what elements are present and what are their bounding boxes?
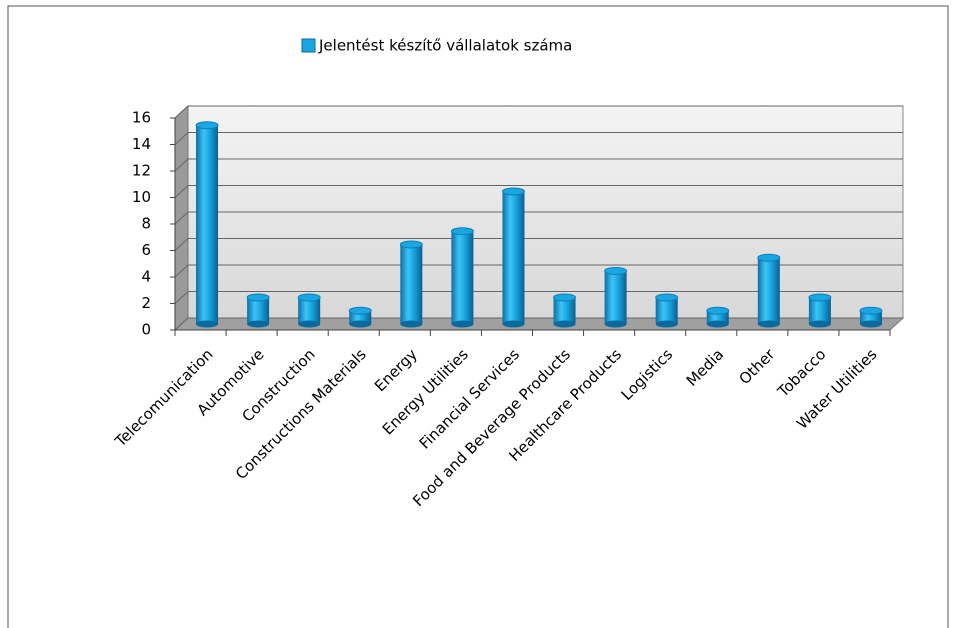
grid-line: [174, 132, 903, 145]
bar-body: [808, 297, 831, 324]
bar-body: [553, 297, 576, 324]
y-tick-label: 10: [132, 188, 151, 206]
bar: [808, 293, 832, 328]
bar-top: [604, 267, 628, 275]
grid-line: [174, 158, 903, 172]
grid-line: [174, 238, 903, 251]
bar-body: [502, 191, 525, 324]
y-tick-label: 0: [141, 321, 151, 339]
bar-body: [757, 257, 780, 324]
bar: [195, 121, 219, 328]
y-tick-label: 6: [141, 241, 151, 259]
legend-label: Jelentést készítő vállalatok száma: [318, 37, 572, 55]
y-tick-label: 12: [132, 162, 151, 180]
bar: [604, 267, 628, 328]
bar-base: [604, 320, 627, 328]
bar-top: [246, 293, 270, 302]
bar-top: [808, 293, 832, 302]
bar-body: [400, 244, 423, 324]
y-tick-label: 2: [141, 294, 151, 312]
x-tick-label: Logistics: [618, 345, 677, 404]
x-tick-label: Energy: [371, 345, 421, 395]
bar-top: [297, 293, 321, 302]
bar-base: [349, 320, 372, 328]
grid-line: [174, 291, 903, 304]
legend-swatch: [301, 38, 316, 53]
grid-line: [174, 185, 903, 198]
bar-top: [706, 306, 730, 315]
bar: [348, 306, 372, 328]
bar: [706, 306, 730, 328]
bar: [501, 187, 525, 328]
bar-base: [553, 320, 576, 328]
bar-base: [502, 320, 525, 328]
bar-top: [553, 293, 577, 302]
bar-top: [450, 227, 474, 236]
bar-top: [655, 293, 679, 302]
bar-base: [655, 320, 678, 328]
y-tick-label: 8: [141, 215, 151, 233]
bar-base: [757, 320, 780, 328]
grid-line: [174, 211, 903, 225]
bar: [757, 253, 781, 328]
bar-base: [247, 320, 270, 328]
bar-body: [196, 125, 219, 324]
bar-top: [757, 253, 781, 262]
x-tick-label: Media: [683, 345, 728, 390]
bar-body: [604, 271, 627, 324]
bar: [450, 227, 474, 328]
bar-top: [348, 306, 372, 315]
bar: [246, 293, 270, 328]
x-tick-label: Other: [735, 345, 778, 388]
floor: [173, 317, 905, 331]
bar-body: [655, 297, 678, 324]
bar-base: [451, 320, 474, 328]
y-tick-label: 16: [132, 109, 151, 127]
bar: [297, 293, 321, 328]
bar-top: [859, 306, 883, 315]
bar-body: [298, 297, 321, 324]
bar-body: [247, 297, 270, 324]
grid-line: [174, 105, 903, 119]
grid-line: [174, 264, 903, 278]
frame: [7, 5, 949, 628]
bar-base: [706, 320, 729, 328]
bar-top: [195, 121, 219, 130]
bar-base: [400, 320, 423, 328]
bar-base: [298, 320, 321, 328]
x-tick-label: Energy Utilities: [379, 345, 472, 438]
bar-body: [451, 231, 474, 324]
y-tick-label: 4: [141, 268, 151, 286]
bar-top: [501, 187, 525, 196]
bar-base: [196, 320, 219, 328]
y-tick-label: 14: [132, 135, 151, 153]
bar: [553, 293, 577, 328]
bar-base: [859, 320, 882, 328]
bar-top: [399, 240, 423, 249]
bar: [655, 293, 679, 328]
bar-base: [808, 320, 831, 328]
bar: [399, 240, 423, 328]
bar: [859, 306, 883, 328]
